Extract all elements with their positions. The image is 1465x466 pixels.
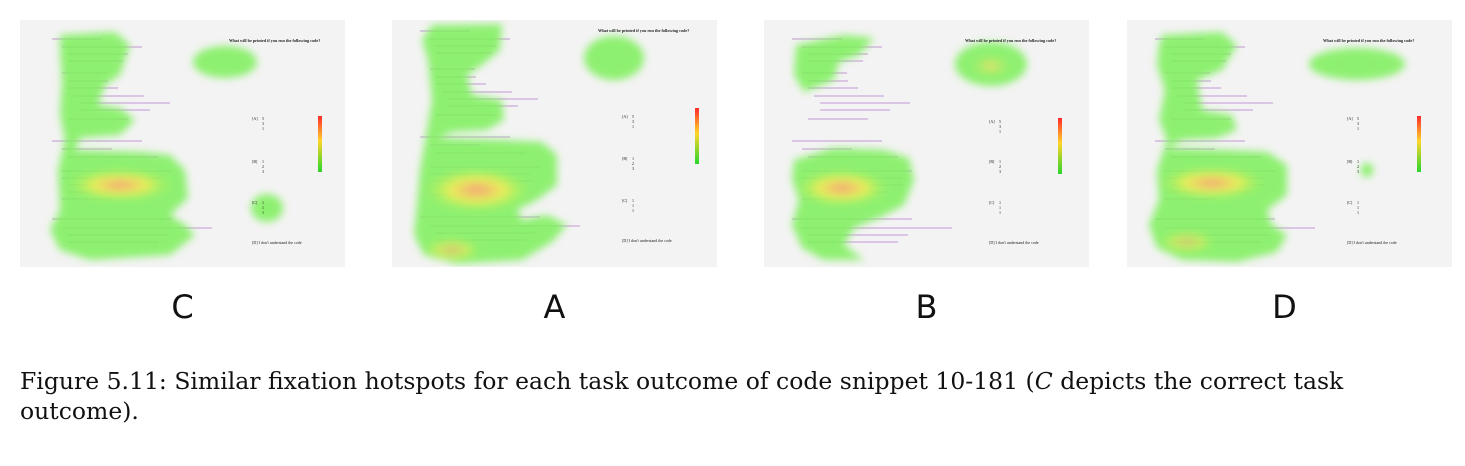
heatmap-panel-b: What will be printed if you run the foll… — [764, 20, 1089, 267]
option-a: [A] — [622, 114, 628, 119]
question-text: What will be printed if you run the foll… — [1323, 38, 1414, 43]
option-b-value: 3 — [1357, 169, 1359, 174]
question-text: What will be printed if you run the foll… — [598, 28, 689, 33]
option-c-value: 1 — [262, 200, 264, 205]
question-text: What will be printed if you run the foll… — [965, 38, 1056, 43]
color-legend — [1058, 118, 1062, 174]
option-a-value: 3 — [1357, 121, 1359, 126]
panel-label-b: B — [915, 288, 938, 326]
option-c-value: 1 — [262, 205, 264, 210]
question-text: What will be printed if you run the foll… — [229, 38, 320, 43]
option-a-value: 3 — [632, 119, 634, 124]
option-b-value: 2 — [999, 164, 1001, 169]
caption-emphasis: C — [1034, 367, 1053, 395]
panel-label-a: A — [543, 288, 566, 326]
option-d: [D] I don't understand the code — [989, 240, 1039, 245]
heatmap-overlay — [50, 32, 283, 260]
figure-caption: Figure 5.11: Similar fixation hotspots f… — [20, 366, 1450, 426]
option-b-value: 1 — [262, 159, 264, 164]
option-c-value: 1 — [1357, 205, 1359, 210]
option-a-value: 3 — [999, 124, 1001, 129]
caption-text-end: depicts the correct task outcome). — [20, 367, 1344, 425]
panel-label-c: C — [171, 288, 194, 326]
option-c-value: 1 — [632, 198, 634, 203]
option-b: [B] — [622, 156, 628, 161]
option-b-value: 3 — [999, 169, 1001, 174]
caption-text: Figure 5.11: Similar fixation hotspots f… — [20, 367, 1035, 395]
option-c-value: 1 — [999, 210, 1001, 215]
option-b-value: 2 — [632, 161, 634, 166]
option-b-value: 1 — [1357, 159, 1359, 164]
heatmap-overlay — [1149, 32, 1405, 262]
panel-label-d: D — [1272, 288, 1297, 326]
option-d: [D] I don't understand the code — [1347, 240, 1397, 245]
heatmap-overlay — [792, 35, 1027, 260]
option-d: [D] I don't understand the code — [622, 238, 672, 243]
option-c-value: 1 — [632, 208, 634, 213]
option-a-value: 1 — [999, 129, 1001, 134]
option-b-value: 2 — [1357, 164, 1359, 169]
option-a-value: 1 — [1357, 126, 1359, 131]
color-legend — [695, 108, 699, 164]
heatmap-panel-c: What will be printed if you run the foll… — [20, 20, 345, 267]
option-c-value: 1 — [1357, 200, 1359, 205]
heatmap-svg: What will be printed if you run the foll… — [792, 35, 1062, 260]
option-b-value: 3 — [632, 166, 634, 171]
option-c: [C] — [252, 200, 258, 205]
option-a-value: 1 — [632, 124, 634, 129]
option-a-value: 5 — [632, 114, 634, 119]
option-b-value: 2 — [262, 164, 264, 169]
option-c-value: 1 — [632, 203, 634, 208]
option-b-value: 3 — [262, 169, 264, 174]
option-a-value: 5 — [999, 119, 1001, 124]
option-b: [B] — [252, 159, 258, 164]
heatmap-panel-a: What will be printed if you run the foll… — [392, 20, 717, 267]
option-a: [A] — [252, 116, 258, 121]
option-a-value: 3 — [262, 121, 264, 126]
option-b-value: 1 — [632, 156, 634, 161]
color-legend — [1417, 116, 1421, 172]
option-c: [C] — [989, 200, 995, 205]
option-c-value: 1 — [262, 210, 264, 215]
option-c: [C] — [1347, 200, 1353, 205]
heatmap-overlay — [414, 24, 644, 264]
heatmap-svg: What will be printed if you run the foll… — [50, 32, 322, 260]
color-legend — [318, 116, 322, 172]
option-c-value: 1 — [1357, 210, 1359, 215]
option-c: [C] — [622, 198, 628, 203]
option-d: [D] I don't understand the code — [252, 240, 302, 245]
option-a-value: 5 — [262, 116, 264, 121]
option-a-value: 5 — [1357, 116, 1359, 121]
heatmap-panel-d: What will be printed if you run the foll… — [1127, 20, 1452, 267]
option-c-value: 1 — [999, 200, 1001, 205]
option-a: [A] — [989, 119, 995, 124]
option-a: [A] — [1347, 116, 1353, 121]
option-b-value: 1 — [999, 159, 1001, 164]
option-b: [B] — [989, 159, 995, 164]
option-b: [B] — [1347, 159, 1353, 164]
heatmap-svg: What will be printed if you run the foll… — [414, 24, 699, 264]
option-c-value: 1 — [999, 205, 1001, 210]
heatmap-svg: What will be printed if you run the foll… — [1149, 32, 1421, 262]
option-a-value: 1 — [262, 126, 264, 131]
